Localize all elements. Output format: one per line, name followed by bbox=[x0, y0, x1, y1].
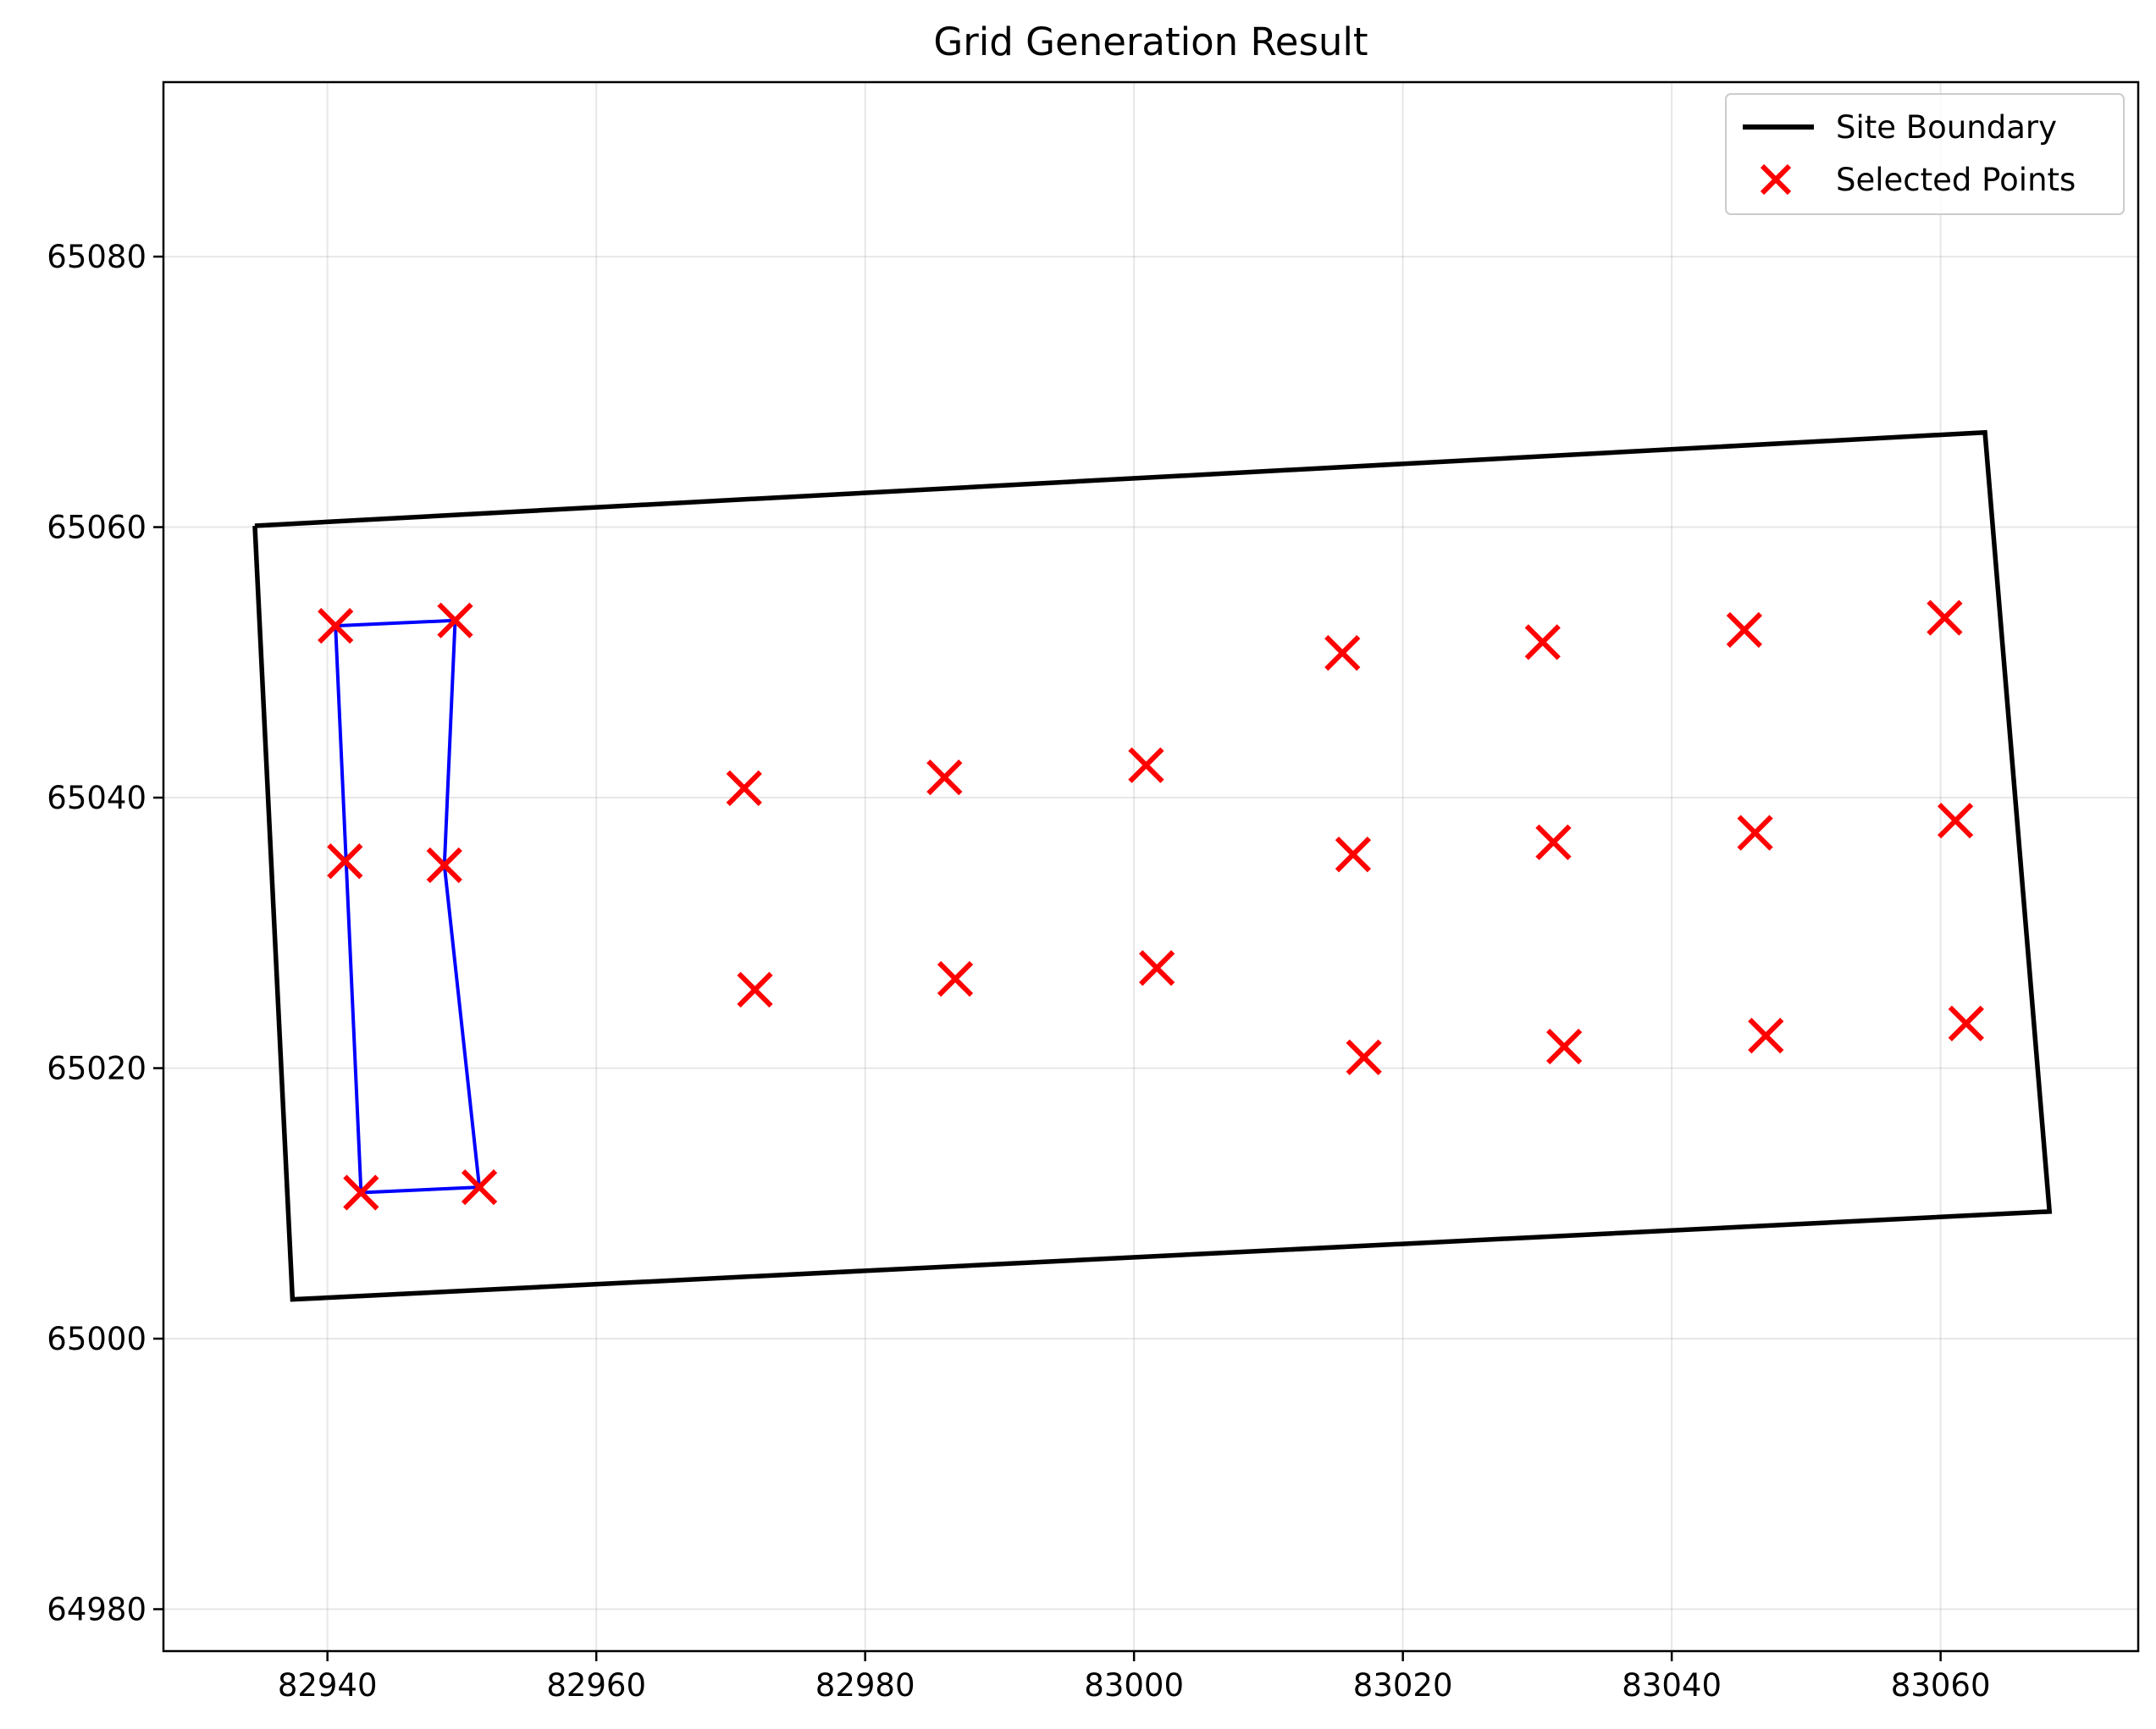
x-tick-label: 83020 bbox=[1353, 1667, 1453, 1704]
selected-point-stroke bbox=[1748, 1018, 1784, 1054]
selected-point bbox=[343, 1174, 379, 1211]
selected-point-stroke bbox=[1524, 624, 1561, 660]
selected-point-stroke bbox=[1139, 950, 1175, 986]
x-tick-label: 83060 bbox=[1891, 1667, 1991, 1704]
selected-point-stroke bbox=[1346, 1039, 1382, 1075]
selected-point bbox=[437, 602, 473, 638]
x-tick-label: 83040 bbox=[1622, 1667, 1722, 1704]
selected-point-stroke bbox=[1335, 837, 1372, 873]
site-boundary-line bbox=[252, 429, 2053, 1302]
x-tick-label: 83000 bbox=[1084, 1667, 1184, 1704]
grid-lines bbox=[163, 82, 2138, 1651]
selected-point bbox=[1346, 1039, 1382, 1075]
selected-point bbox=[327, 842, 363, 880]
selected-point-stroke bbox=[1726, 611, 1762, 649]
selected-point-stroke bbox=[1546, 1028, 1583, 1065]
selected-point bbox=[737, 971, 773, 1008]
selected-point-stroke bbox=[937, 960, 974, 997]
selected-point bbox=[1524, 624, 1561, 660]
selected-point bbox=[1726, 611, 1762, 649]
highlight-polygon-line bbox=[334, 618, 482, 1195]
x-tick-label: 82960 bbox=[546, 1667, 646, 1704]
y-tick-label: 65060 bbox=[47, 510, 146, 546]
selected-point bbox=[318, 608, 354, 644]
legend-label-site-boundary: Site Boundary bbox=[1836, 109, 2057, 146]
selected-point bbox=[926, 759, 963, 796]
selected-point bbox=[1937, 803, 1974, 839]
selected-point bbox=[461, 1168, 498, 1206]
axis-ticks: 82940 82960 82980 83000 83020 83040 83060 64980… bbox=[47, 239, 1990, 1704]
selected-point bbox=[1128, 747, 1164, 783]
y-tick-label: 65080 bbox=[47, 239, 146, 275]
selected-point-stroke bbox=[437, 602, 473, 638]
legend-label-selected-points: Selected Points bbox=[1836, 162, 2076, 198]
plot-area bbox=[252, 429, 2053, 1302]
selected-point bbox=[1748, 1018, 1784, 1054]
selected-point bbox=[1927, 599, 1963, 636]
selected-point-stroke bbox=[1937, 803, 1974, 839]
selected-point bbox=[1324, 634, 1361, 671]
chart-title: Grid Generation Result bbox=[933, 19, 1368, 64]
legend: Site Boundary Selected Points bbox=[1725, 93, 2125, 215]
selected-point-stroke bbox=[327, 842, 363, 880]
selected-point-stroke bbox=[926, 759, 963, 796]
selected-point bbox=[426, 847, 462, 884]
selected-point-stroke bbox=[1948, 1005, 1984, 1041]
selected-point-stroke bbox=[1324, 634, 1361, 671]
legend-points-swatch bbox=[1760, 163, 1792, 196]
selected-point bbox=[1335, 837, 1372, 873]
selected-point-stroke bbox=[343, 1174, 379, 1211]
selected-point-stroke bbox=[1927, 599, 1963, 636]
axes-frame bbox=[162, 80, 2140, 1653]
selected-point bbox=[937, 960, 974, 997]
y-tick-label: 65040 bbox=[47, 780, 146, 816]
selected-point-stroke bbox=[426, 847, 462, 884]
selected-point bbox=[1535, 824, 1572, 860]
selected-point-stroke bbox=[1128, 747, 1164, 783]
y-tick-label: 65020 bbox=[47, 1051, 146, 1087]
selected-point-stroke bbox=[461, 1168, 498, 1206]
y-tick-label: 64980 bbox=[47, 1591, 146, 1627]
selected-point bbox=[1737, 815, 1773, 851]
selected-point bbox=[1546, 1028, 1583, 1065]
y-tick-label: 65000 bbox=[47, 1321, 146, 1357]
legend-box bbox=[1725, 93, 2125, 215]
selected-point bbox=[1948, 1005, 1984, 1041]
selected-point bbox=[1139, 950, 1175, 986]
selected-point-stroke bbox=[318, 608, 354, 644]
x-tick-label: 82980 bbox=[815, 1667, 915, 1704]
selected-point bbox=[726, 770, 762, 806]
selected-point-stroke bbox=[726, 770, 762, 806]
selected-point-stroke bbox=[1737, 815, 1773, 851]
selected-point-stroke bbox=[1535, 824, 1572, 860]
x-tick-label: 82940 bbox=[278, 1667, 378, 1704]
selected-point-stroke bbox=[737, 971, 773, 1008]
